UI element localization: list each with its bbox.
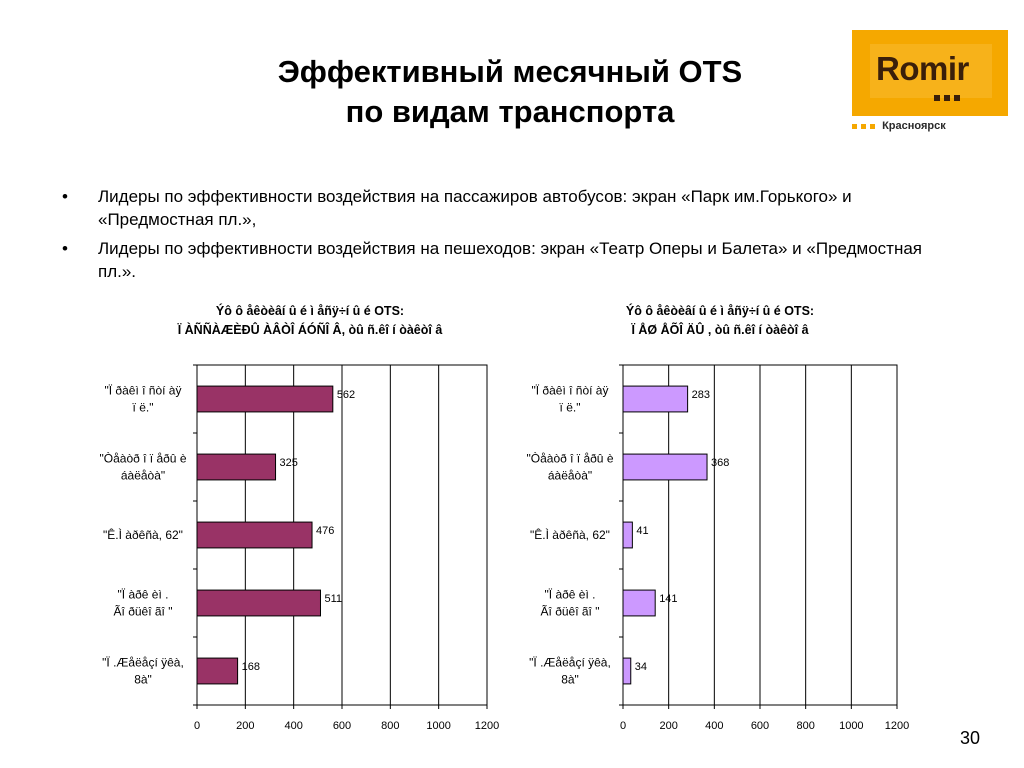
chart-2-bar [622, 521, 633, 549]
page-number: 30 [960, 728, 981, 748]
bullet-marker: • [62, 187, 68, 206]
chart-1-category-label: "Ï ðàêì î ñòí àÿ ï ë." [105, 384, 182, 415]
chart-1-data-label: 562 [337, 389, 355, 401]
chart-2-x-tick-label: 0 [620, 720, 626, 732]
chart-2-category-label-line: "Ï ðàêì î ñòí àÿ [532, 384, 609, 398]
chart-1-category-label: "Ï .Æåëåçí ÿêà, 8à" [102, 656, 184, 687]
chart-2-bar [622, 385, 689, 413]
chart-1-bar [196, 657, 239, 685]
chart-2-bar [622, 453, 708, 481]
chart-1-data-label: 325 [280, 457, 298, 469]
chart-1-bar [196, 589, 321, 617]
chart-2-category-label-line: "Ï àðê èì . [545, 588, 596, 602]
logo-city-label: Красноярск [882, 120, 946, 132]
chart-2-title-line-1: Ýô ô åêòèâí û é ì åñÿ÷í û é OTS: [625, 304, 815, 318]
chart-1-x-tick-label: 600 [333, 720, 351, 732]
chart-1-bar [196, 453, 277, 481]
chart-2-data-label: 34 [635, 661, 647, 673]
chart-2-title-line-2: Ï ÅØ ÅÕÎ ÄÛ , òû ñ.êî í òàêòî â [631, 323, 809, 337]
chart-2-category-label: "Ï ðàêì î ñòí àÿ ï ë." [532, 384, 609, 415]
chart-2-bar [622, 657, 632, 685]
chart-2-data-label: 141 [659, 593, 677, 605]
chart-2-bar [622, 589, 656, 617]
slide-title-line-2: по видам транспорта [345, 94, 675, 129]
chart-1-x-tick-label: 200 [236, 720, 254, 732]
bullet-text: Лидеры по эффективности воздействия на п… [98, 187, 852, 229]
chart-2-title: Ýô ô åêòèâí û é ì åñÿ÷í û é OTS: Ï ÅØ ÅÕ… [520, 302, 920, 340]
chart-2-data-label: 41 [636, 525, 648, 537]
chart-1-x-tick-label: 400 [284, 720, 302, 732]
chart-2-category-label: "Ê.Ì àðêñà, 62" [530, 527, 610, 542]
romir-logo: Romir [852, 30, 1008, 116]
chart-1-x-tick-label: 1000 [426, 720, 450, 732]
chart-2-x-tick-label: 400 [705, 720, 723, 732]
chart-1-category-label: "Ê.Ì àðêñà, 62" [103, 527, 183, 542]
chart-2-category-label-line: "Ê.Ì àðêñà, 62" [530, 527, 610, 542]
chart-1-x-tick-label: 0 [194, 720, 200, 732]
chart-1-title-line-1: Ýô ô åêòèâí û é ì åñÿ÷í û é OTS: [215, 304, 405, 318]
chart-1-category-label: "Ï àðê èì . Ãî ðüêî ãî " [114, 588, 173, 619]
chart-1-category-label-line: "Òåàòð î ï åðû è [100, 451, 187, 466]
chart-2-category-label: "Òåàòð î ï åðû è áàëåòà" [527, 451, 614, 483]
logo-city: Красноярск [852, 120, 946, 132]
chart-2-x-tick-label: 1200 [885, 720, 909, 732]
chart-1-category-label-line: "Ï ðàêì î ñòí àÿ [105, 384, 182, 398]
chart-2-data-label: 368 [711, 457, 729, 469]
chart-1-title-line-2: Ï ÀÑÑÀÆÈÐÛ ÀÂÒÎ ÁÓÑÎ Â, òû ñ.êî í òàêòî … [177, 323, 443, 337]
chart-2-category-label-line: "Òåàòð î ï åðû è [527, 451, 614, 466]
chart-1-data-label: 476 [316, 525, 334, 537]
chart-2-category-label-line: "Ï .Æåëåçí ÿêà, [529, 656, 611, 670]
chart-2-category-label: "Ï àðê èì . Ãî ðüêî ãî " [541, 588, 600, 619]
chart-1-title: Ýô ô åêòèâí û é ì åñÿ÷í û é OTS: Ï ÀÑÑÀÆ… [100, 302, 520, 340]
bullet-item: • Лидеры по эффективности воздействия на… [62, 237, 962, 283]
chart-1-category-label-line: "Ï .Æåëåçí ÿêà, [102, 656, 184, 670]
chart-1-bar [196, 385, 334, 413]
chart-1-category-label-line: 8à" [134, 673, 152, 687]
chart-2-category-label-line: Ãî ðüêî ãî " [541, 605, 600, 619]
chart-2-category-label-line: áàëåòà" [548, 469, 592, 483]
chart-1-category-label-line: Ãî ðüêî ãî " [114, 605, 173, 619]
chart-1-x-tick-label: 800 [381, 720, 399, 732]
chart-2-x-tick-label: 600 [751, 720, 769, 732]
chart-2-x-tick-label: 1000 [839, 720, 863, 732]
bullet-list: • Лидеры по эффективности воздействия на… [62, 185, 962, 289]
chart-1-bar [196, 521, 313, 549]
chart-1-category-label-line: áàëåòà" [121, 469, 165, 483]
logo-wordmark: Romir [876, 50, 969, 87]
chart-1-category-label-line: ï ë." [133, 401, 154, 415]
chart-2-category-label-line: ï ë." [560, 401, 581, 415]
slide-title-line-1: Эффективный месячный OTS [277, 54, 743, 89]
chart-2-category-label-line: 8à" [561, 673, 579, 687]
chart-2-data-label: 283 [692, 389, 710, 401]
chart-2-category-label: "Ï .Æåëåçí ÿêà, 8à" [529, 656, 611, 687]
chart-1-data-label: 168 [242, 661, 260, 673]
bullet-text: Лидеры по эффективности воздействия на п… [98, 239, 923, 281]
chart-1-category-label-line: "Ï àðê èì . [118, 588, 169, 602]
bullet-marker: • [62, 239, 68, 258]
logo-dots [934, 88, 964, 106]
chart-1-category-label-line: "Ê.Ì àðêñà, 62" [103, 527, 183, 542]
logo-box [870, 44, 992, 98]
chart-1-category-label: "Òåàòð î ï åðû è áàëåòà" [100, 451, 187, 483]
bullet-item: • Лидеры по эффективности воздействия на… [62, 185, 962, 231]
chart-1-data-label: 511 [324, 593, 342, 605]
chart-2-x-tick-label: 800 [796, 720, 814, 732]
chart-2-x-tick-label: 200 [659, 720, 677, 732]
chart-1-x-tick-label: 1200 [475, 720, 499, 732]
slide-title: Эффективный месячный OTS по видам трансп… [180, 52, 840, 132]
